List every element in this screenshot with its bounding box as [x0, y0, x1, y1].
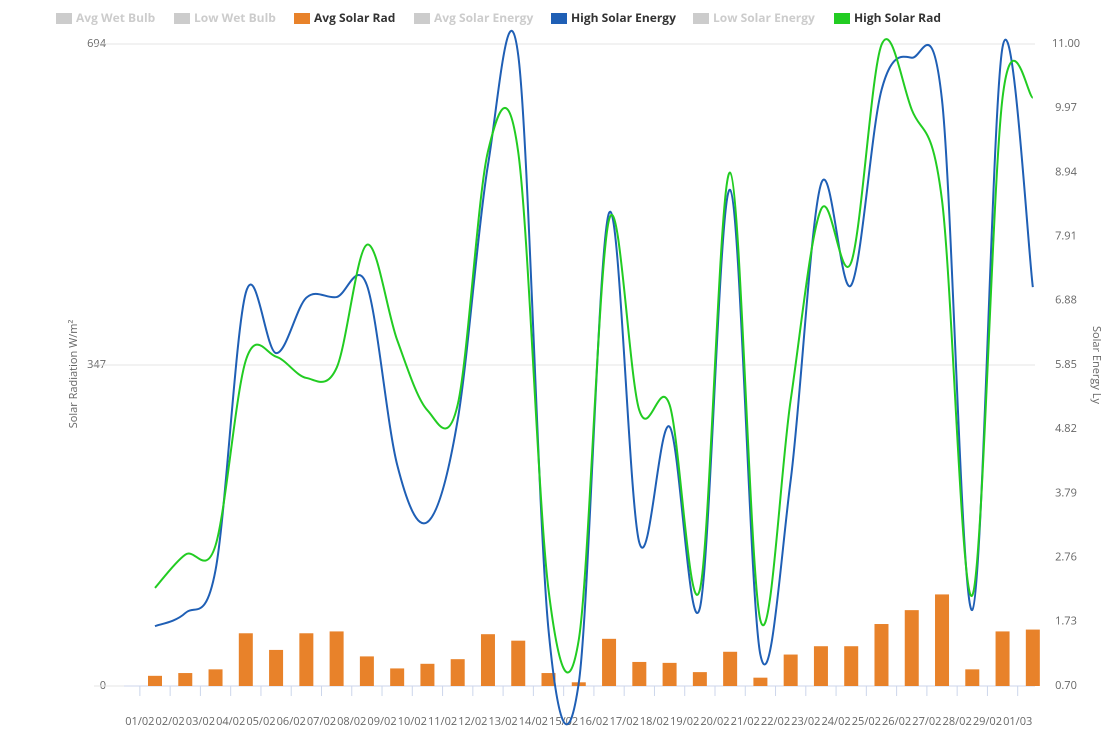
bar — [753, 677, 768, 686]
y2-tick-label: 5.85 — [1055, 357, 1077, 372]
legend-swatch — [693, 13, 709, 24]
bar — [723, 651, 738, 686]
x-tick-label: 01/02 — [125, 714, 154, 729]
bar — [783, 654, 798, 686]
bar — [935, 594, 950, 686]
bar — [420, 663, 435, 686]
bar — [299, 633, 314, 686]
y-axis-title: Solar Radiation W/m² — [66, 320, 81, 429]
legend-text: Avg Solar Energy — [434, 9, 533, 26]
x-tick-label: 05/02 — [246, 714, 275, 729]
legend-swatch — [174, 13, 190, 24]
y2-tick-label: 6.88 — [1055, 293, 1077, 308]
bar — [511, 640, 526, 686]
x-tick-label: 08/02 — [337, 714, 366, 729]
x-tick-label: 20/02 — [700, 714, 729, 729]
x-tick-label: 11/02 — [428, 714, 457, 729]
x-tick-label: 21/02 — [731, 714, 760, 729]
bar — [632, 661, 647, 686]
x-tick-label: 24/02 — [821, 714, 850, 729]
legend-item[interactable]: Avg Solar Rad — [294, 9, 395, 26]
y2-axis-title: Solar Energy Ly — [1089, 326, 1104, 405]
bar — [904, 610, 919, 686]
x-tick-label: 18/02 — [640, 714, 669, 729]
x-tick-label: 28/02 — [943, 714, 972, 729]
line — [154, 38, 1034, 674]
x-tick-label: 04/02 — [216, 714, 245, 729]
bar — [541, 673, 556, 686]
legend-text: Low Solar Energy — [713, 9, 815, 26]
bar — [844, 646, 859, 686]
bar — [450, 659, 465, 686]
x-tick-label: 22/02 — [761, 714, 790, 729]
bar — [662, 662, 677, 686]
y2-tick-label: 11.00 — [1052, 36, 1080, 51]
bar — [269, 649, 284, 686]
x-tick-label: 10/02 — [398, 714, 427, 729]
x-tick-label: 26/02 — [882, 714, 911, 729]
legend-item[interactable]: Avg Solar Energy — [414, 9, 533, 26]
y-tick-label: 347 — [87, 357, 106, 372]
x-tick-label: 12/02 — [458, 714, 487, 729]
bar — [813, 646, 828, 686]
bar — [148, 675, 162, 686]
y2-tick-label: 2.76 — [1055, 550, 1077, 565]
x-tick-label: 07/02 — [307, 714, 336, 729]
legend-text: Avg Solar Rad — [314, 9, 395, 26]
x-tick-label: 29/02 — [973, 714, 1002, 729]
legend-swatch — [551, 13, 567, 24]
y2-tick-label: 0.70 — [1055, 678, 1077, 693]
legend-swatch — [56, 13, 72, 24]
x-tick-label: 02/02 — [156, 714, 185, 729]
y2-tick-label: 8.94 — [1055, 164, 1077, 179]
legend-swatch — [294, 13, 310, 24]
legend-text: High Solar Energy — [571, 9, 676, 26]
x-tick-label: 25/02 — [852, 714, 881, 729]
x-tick-label: 19/02 — [670, 714, 699, 729]
legend-item[interactable]: High Solar Rad — [834, 9, 941, 26]
legend-item[interactable]: Low Wet Bulb — [174, 9, 276, 26]
legend-item[interactable]: Avg Wet Bulb — [56, 9, 156, 26]
bar — [874, 624, 889, 686]
y-tick-label: 694 — [87, 36, 107, 51]
legend-item[interactable]: Low Solar Energy — [693, 9, 815, 26]
legend-swatch — [834, 13, 850, 24]
line — [154, 29, 1034, 726]
legend-text: Avg Wet Bulb — [76, 9, 156, 26]
y2-tick-label: 4.82 — [1055, 421, 1077, 436]
y2-tick-label: 7.91 — [1055, 229, 1077, 244]
legend-swatch — [414, 13, 430, 24]
bar — [208, 669, 223, 686]
legend-text: High Solar Rad — [854, 9, 941, 26]
x-tick-label: 23/02 — [791, 714, 820, 729]
bar — [995, 631, 1010, 686]
x-tick-label: 16/02 — [579, 714, 608, 729]
y2-tick-label: 3.79 — [1055, 485, 1077, 500]
bar — [602, 638, 617, 686]
bar — [480, 634, 495, 686]
x-tick-label: 17/02 — [610, 714, 639, 729]
bar — [965, 669, 980, 686]
bar — [178, 673, 193, 686]
bar — [329, 631, 344, 686]
x-tick-label: 06/02 — [277, 714, 306, 729]
bar — [390, 668, 405, 686]
x-tick-label: 13/02 — [489, 714, 518, 729]
y-tick-label: 0 — [100, 678, 106, 693]
x-tick-label: 09/02 — [367, 714, 396, 729]
y2-tick-label: 1.73 — [1055, 614, 1077, 629]
legend-text: Low Wet Bulb — [194, 9, 276, 26]
bar — [238, 633, 253, 686]
x-tick-label: 27/02 — [912, 714, 941, 729]
bar — [359, 656, 374, 686]
x-tick-label: 14/02 — [519, 714, 548, 729]
legend-item[interactable]: High Solar Energy — [551, 9, 676, 26]
x-tick-label: 03/02 — [186, 714, 215, 729]
bar — [1025, 629, 1040, 686]
bar — [692, 672, 707, 686]
x-tick-label: 01/03 — [1003, 714, 1032, 729]
y2-tick-label: 9.97 — [1055, 100, 1077, 115]
